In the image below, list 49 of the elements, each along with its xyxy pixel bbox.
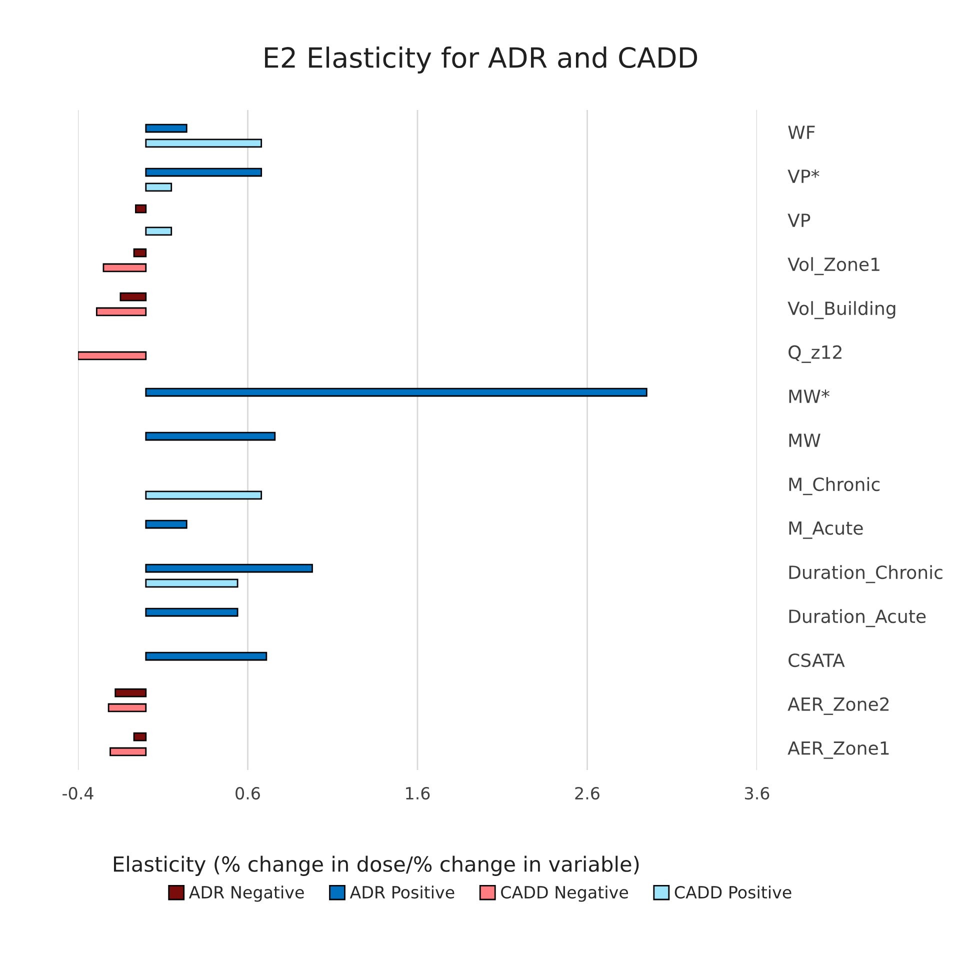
bar (135, 204, 147, 214)
bar (145, 432, 276, 441)
legend-label: ADR Positive (350, 886, 454, 899)
x-tick-label: -0.4 (62, 786, 94, 800)
bar (120, 292, 147, 302)
bar (102, 263, 147, 272)
bar (133, 732, 147, 742)
x-tick-label: 3.6 (745, 786, 770, 800)
y-tick-label: AER_Zone2 (788, 697, 889, 715)
y-tick-label: M_Chronic (789, 477, 880, 496)
y-tick-label: Vol_Building (788, 301, 896, 320)
y-tick-label: Vol_Zone1 (788, 257, 880, 276)
bar (145, 226, 172, 236)
bar (110, 747, 147, 756)
y-tick-label: Q_z12 (788, 345, 842, 363)
bar (114, 688, 147, 698)
x-axis-title: Elasticity (% change in dose/% change in variable) (114, 856, 639, 876)
bar (145, 168, 262, 177)
y-tick-label: VP* (788, 169, 820, 183)
legend-label: ADR Negative (188, 886, 304, 902)
chart-title: E2 Elasticity for ADR and CADD (265, 46, 698, 74)
x-tick-label: 2.6 (575, 786, 600, 800)
bar (145, 578, 238, 588)
bar (145, 520, 188, 529)
x-tick-label: 1.6 (406, 786, 430, 800)
bar (145, 652, 268, 661)
x-tick-label: 0.6 (236, 786, 260, 800)
bar (78, 351, 147, 360)
y-tick-label: AER_Zone1 (788, 741, 889, 759)
legend-label: CADD Positive (674, 886, 792, 899)
y-tick-label: MW (789, 434, 820, 447)
bar (96, 307, 147, 316)
bar (145, 608, 238, 617)
y-tick-label: CSATA (788, 653, 845, 668)
bar (145, 138, 262, 148)
y-tick-label: MW* (789, 389, 830, 403)
bar (145, 564, 313, 573)
bar (145, 490, 262, 500)
bar (145, 124, 188, 133)
y-tick-label: VP (788, 214, 810, 227)
y-tick-label: WF (788, 126, 815, 139)
bar (145, 182, 172, 192)
legend-label: CADD Negative (501, 886, 628, 902)
bar (145, 388, 648, 397)
y-tick-label: Duration_Chronic (789, 565, 942, 584)
y-tick-label: M_Acute (789, 521, 863, 539)
bar (108, 703, 147, 712)
bar (133, 248, 147, 258)
y-tick-label: Duration_Acute (789, 609, 926, 628)
